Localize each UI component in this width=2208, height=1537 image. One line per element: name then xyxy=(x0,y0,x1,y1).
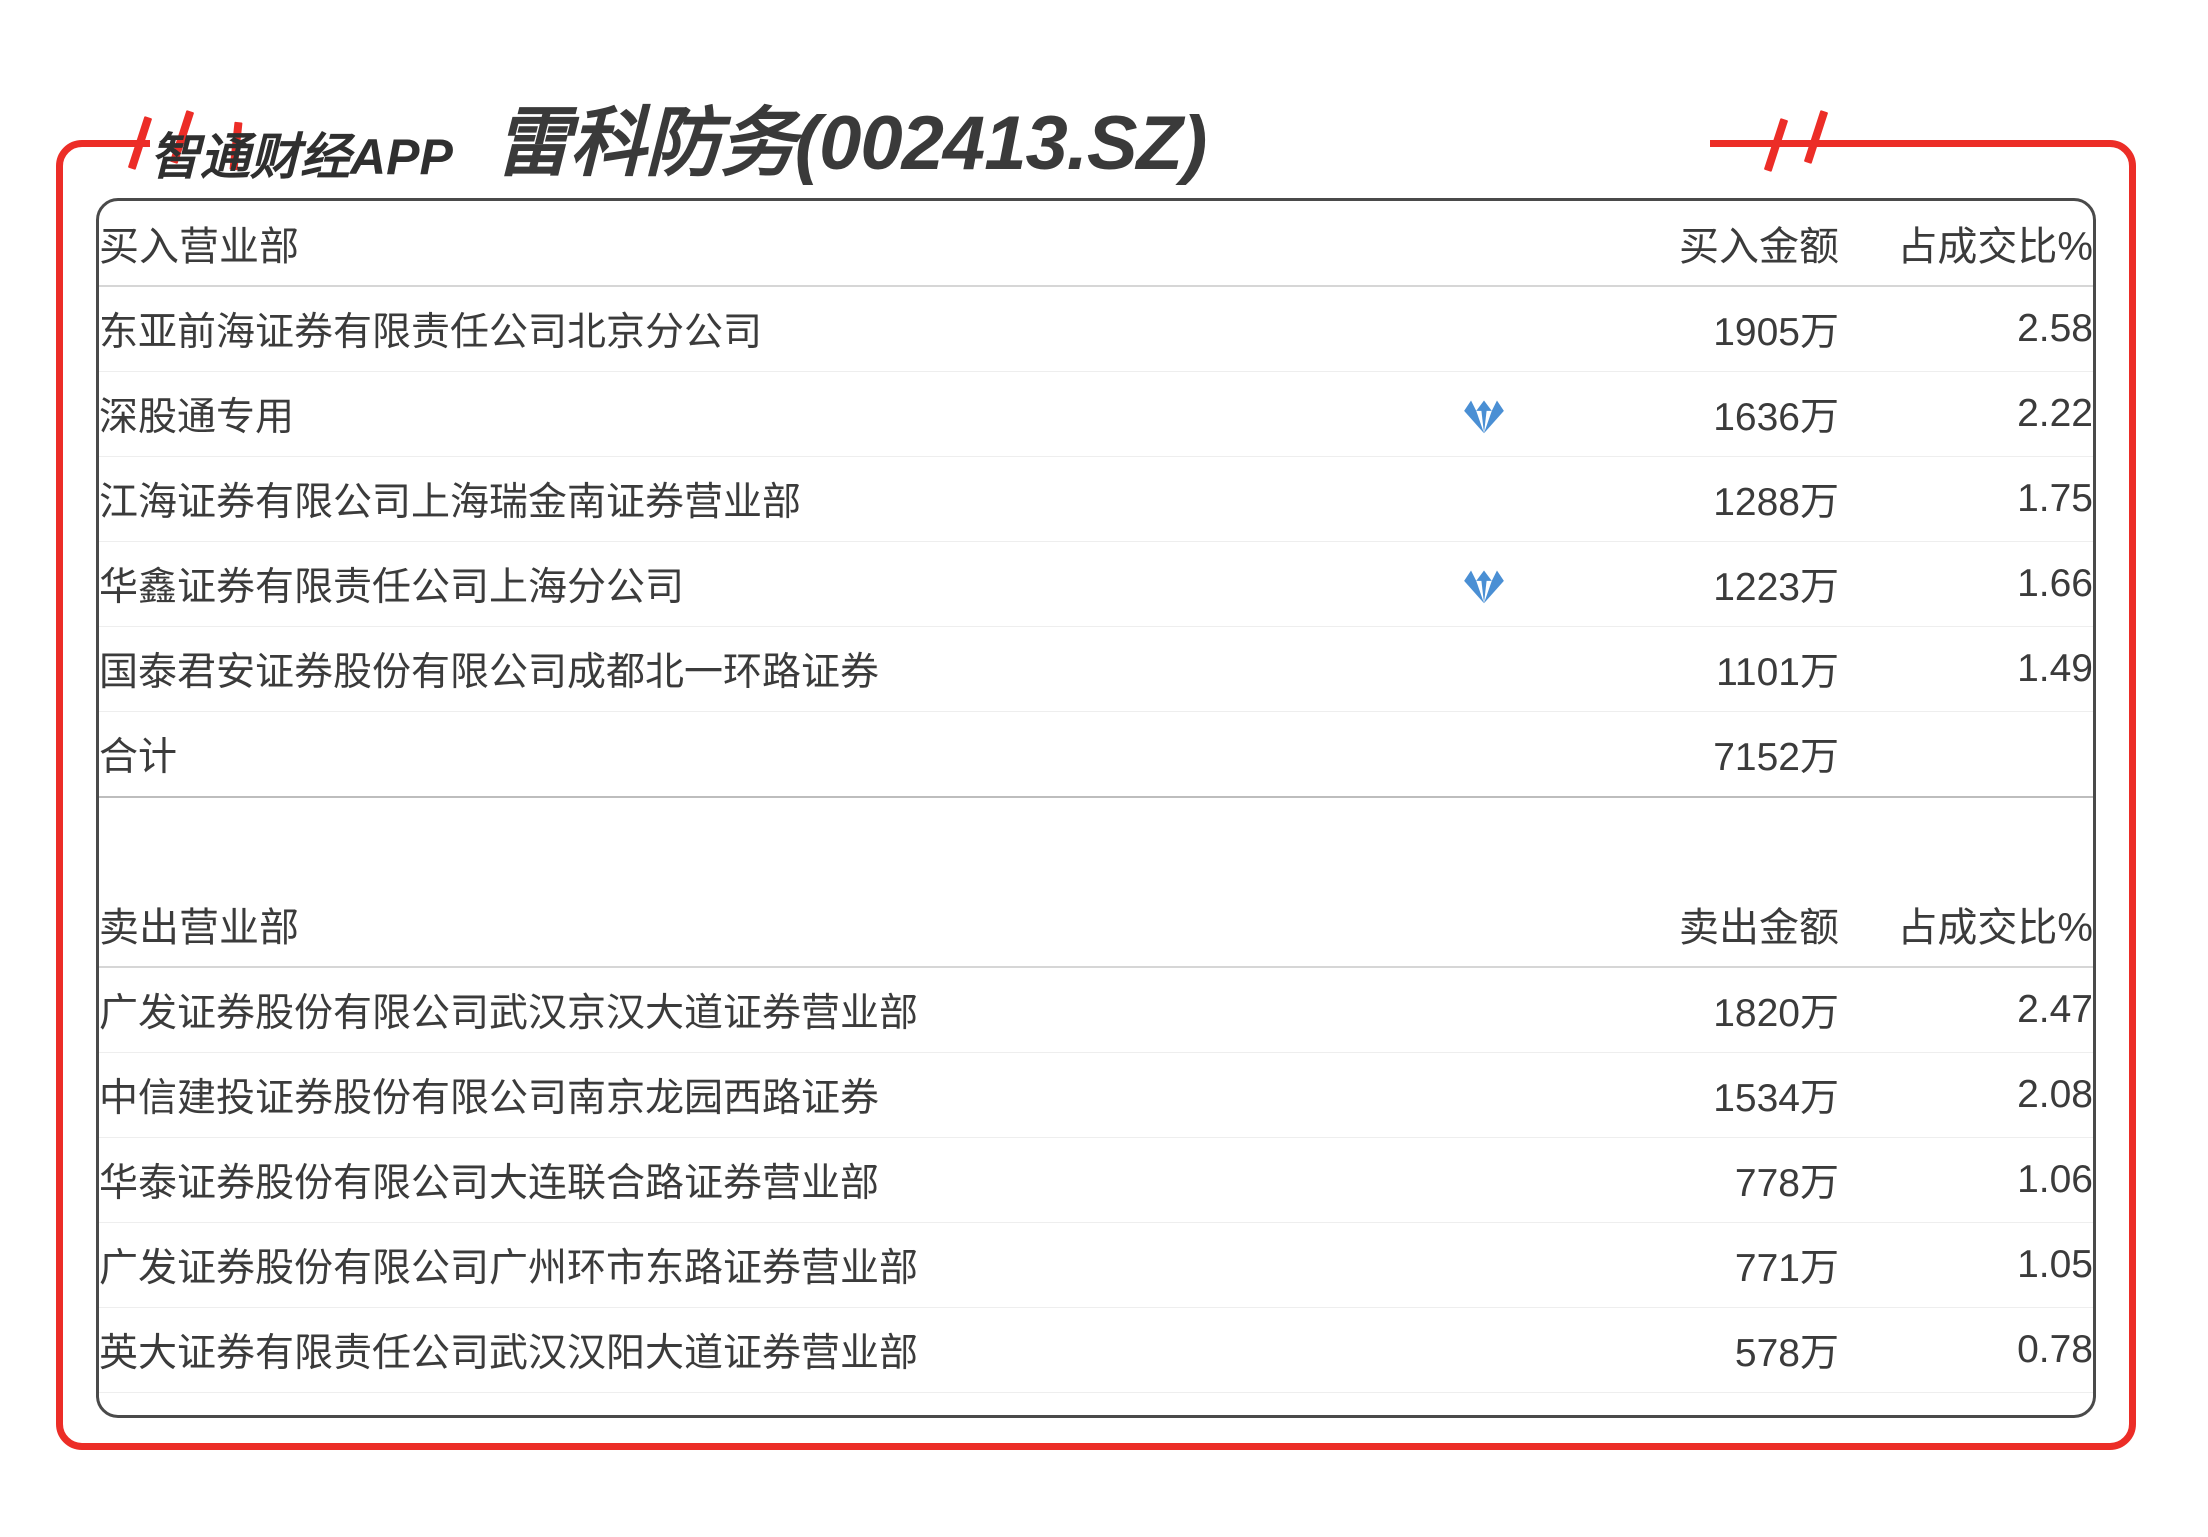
gem-cell xyxy=(1429,1307,1539,1393)
branch-name: 华泰证券股份有限公司大连联合路证券营业部 xyxy=(99,1137,1429,1223)
sell-amount: 1534万 xyxy=(1539,1052,1839,1138)
sell-total-percent xyxy=(1839,1393,2093,1416)
branch-name: 英大证券有限责任公司武汉汉阳大道证券营业部 xyxy=(99,1307,1429,1393)
sell-col-gem xyxy=(1429,882,1539,968)
table-row[interactable]: 国泰君安证券股份有限公司成都北一环路证券 1101万 1.49 xyxy=(99,626,2093,712)
table-row[interactable]: 深股通专用 1636万 2.22 xyxy=(99,371,2093,457)
page-title: 雷科防务(002413.SZ) xyxy=(494,101,1207,186)
diamond-icon xyxy=(1463,397,1505,435)
table-row[interactable]: 英大证券有限责任公司武汉汉阳大道证券营业部 578万 0.78 xyxy=(99,1307,2093,1393)
gem-cell xyxy=(1429,1393,1539,1416)
sell-amount: 578万 xyxy=(1539,1307,1839,1393)
sell-col-percent: 占成交比% xyxy=(1839,882,2093,968)
table-row[interactable]: 广发证券股份有限公司武汉京汉大道证券营业部 1820万 2.47 xyxy=(99,967,2093,1053)
table-row[interactable]: 中信建投证券股份有限公司南京龙园西路证券 1534万 2.08 xyxy=(99,1052,2093,1138)
table-row[interactable]: 华泰证券股份有限公司大连联合路证券营业部 778万 1.06 xyxy=(99,1137,2093,1223)
section-divider xyxy=(99,796,2093,882)
branch-name: 广发证券股份有限公司武汉京汉大道证券营业部 xyxy=(99,967,1429,1053)
table-row[interactable]: 江海证券有限公司上海瑞金南证券营业部 1288万 1.75 xyxy=(99,456,2093,542)
gem-cell xyxy=(1429,1137,1539,1223)
sell-total-row: 合计 5481万 xyxy=(99,1393,2093,1416)
sell-header-row: 卖出营业部 卖出金额 占成交比% xyxy=(99,882,2093,968)
brand-label: 智通财经APP xyxy=(150,129,453,185)
buy-col-name: 买入营业部 xyxy=(99,201,1429,287)
sell-col-name: 卖出营业部 xyxy=(99,882,1429,968)
table-row[interactable]: 东亚前海证券有限责任公司北京分公司 1905万 2.58 xyxy=(99,286,2093,372)
gem-cell xyxy=(1429,626,1539,712)
branch-name: 江海证券有限公司上海瑞金南证券营业部 xyxy=(99,456,1429,542)
buy-header-row: 买入营业部 买入金额 占成交比% xyxy=(99,201,2093,287)
buy-col-gem xyxy=(1429,201,1539,287)
sell-amount: 771万 xyxy=(1539,1222,1839,1308)
table-row[interactable]: 广发证券股份有限公司广州环市东路证券营业部 771万 1.05 xyxy=(99,1222,2093,1308)
buy-amount: 1288万 xyxy=(1539,456,1839,542)
gem-cell xyxy=(1429,1222,1539,1308)
buy-percent: 1.49 xyxy=(1839,626,2093,712)
buy-amount: 1101万 xyxy=(1539,626,1839,712)
diamond-icon xyxy=(1463,567,1505,605)
branch-name: 东亚前海证券有限责任公司北京分公司 xyxy=(99,286,1429,372)
page-header: 智通财经APP 雷科防务(002413.SZ) xyxy=(150,86,1207,186)
buy-col-percent: 占成交比% xyxy=(1839,201,2093,287)
sell-percent: 1.06 xyxy=(1839,1137,2093,1223)
sell-percent: 1.05 xyxy=(1839,1222,2093,1308)
branch-name: 广发证券股份有限公司广州环市东路证券营业部 xyxy=(99,1222,1429,1308)
gem-cell xyxy=(1429,286,1539,372)
buy-total-label: 合计 xyxy=(99,736,178,779)
branch-name: 国泰君安证券股份有限公司成都北一环路证券 xyxy=(99,626,1429,712)
buy-total-percent xyxy=(1839,712,2093,798)
sell-total-label: 合计 xyxy=(99,1393,1429,1416)
sell-total-amount: 5481万 xyxy=(1539,1393,1839,1416)
buy-amount: 1636万 xyxy=(1539,371,1839,457)
buy-col-amount: 买入金额 xyxy=(1539,201,1839,287)
buy-total-amount: 7152万 xyxy=(1713,736,1839,779)
gem-cell xyxy=(1429,541,1539,627)
buy-percent: 2.22 xyxy=(1839,371,2093,457)
branch-name: 深股通专用 xyxy=(99,371,1429,457)
gem-cell xyxy=(1429,712,1539,798)
sell-col-amount: 卖出金额 xyxy=(1539,882,1839,968)
sell-amount: 778万 xyxy=(1539,1137,1839,1223)
sell-percent: 2.47 xyxy=(1839,967,2093,1053)
gem-cell xyxy=(1429,1052,1539,1138)
buy-percent: 2.58 xyxy=(1839,286,2093,372)
lhb-table: 买入营业部 买入金额 占成交比% 东亚前海证券有限责任公司北京分公司 1905万… xyxy=(99,201,2093,1416)
sell-percent: 2.08 xyxy=(1839,1052,2093,1138)
branch-name: 中信建投证券股份有限公司南京龙园西路证券 xyxy=(99,1052,1429,1138)
buy-percent: 1.66 xyxy=(1839,541,2093,627)
buy-percent: 1.75 xyxy=(1839,456,2093,542)
gem-cell xyxy=(1429,456,1539,542)
frame-gap xyxy=(150,120,1710,176)
lhb-card: 买入营业部 买入金额 占成交比% 东亚前海证券有限责任公司北京分公司 1905万… xyxy=(96,198,2096,1418)
gem-cell xyxy=(1429,371,1539,457)
sell-percent: 0.78 xyxy=(1839,1307,2093,1393)
sell-amount: 1820万 xyxy=(1539,967,1839,1053)
gem-cell xyxy=(1429,967,1539,1053)
buy-amount: 1905万 xyxy=(1539,286,1839,372)
branch-name: 华鑫证券有限责任公司上海分公司 xyxy=(99,541,1429,627)
table-row[interactable]: 华鑫证券有限责任公司上海分公司 1223万 1.66 xyxy=(99,541,2093,627)
buy-amount: 1223万 xyxy=(1539,541,1839,627)
buy-total-row: 合计 7152万 xyxy=(99,712,2093,798)
